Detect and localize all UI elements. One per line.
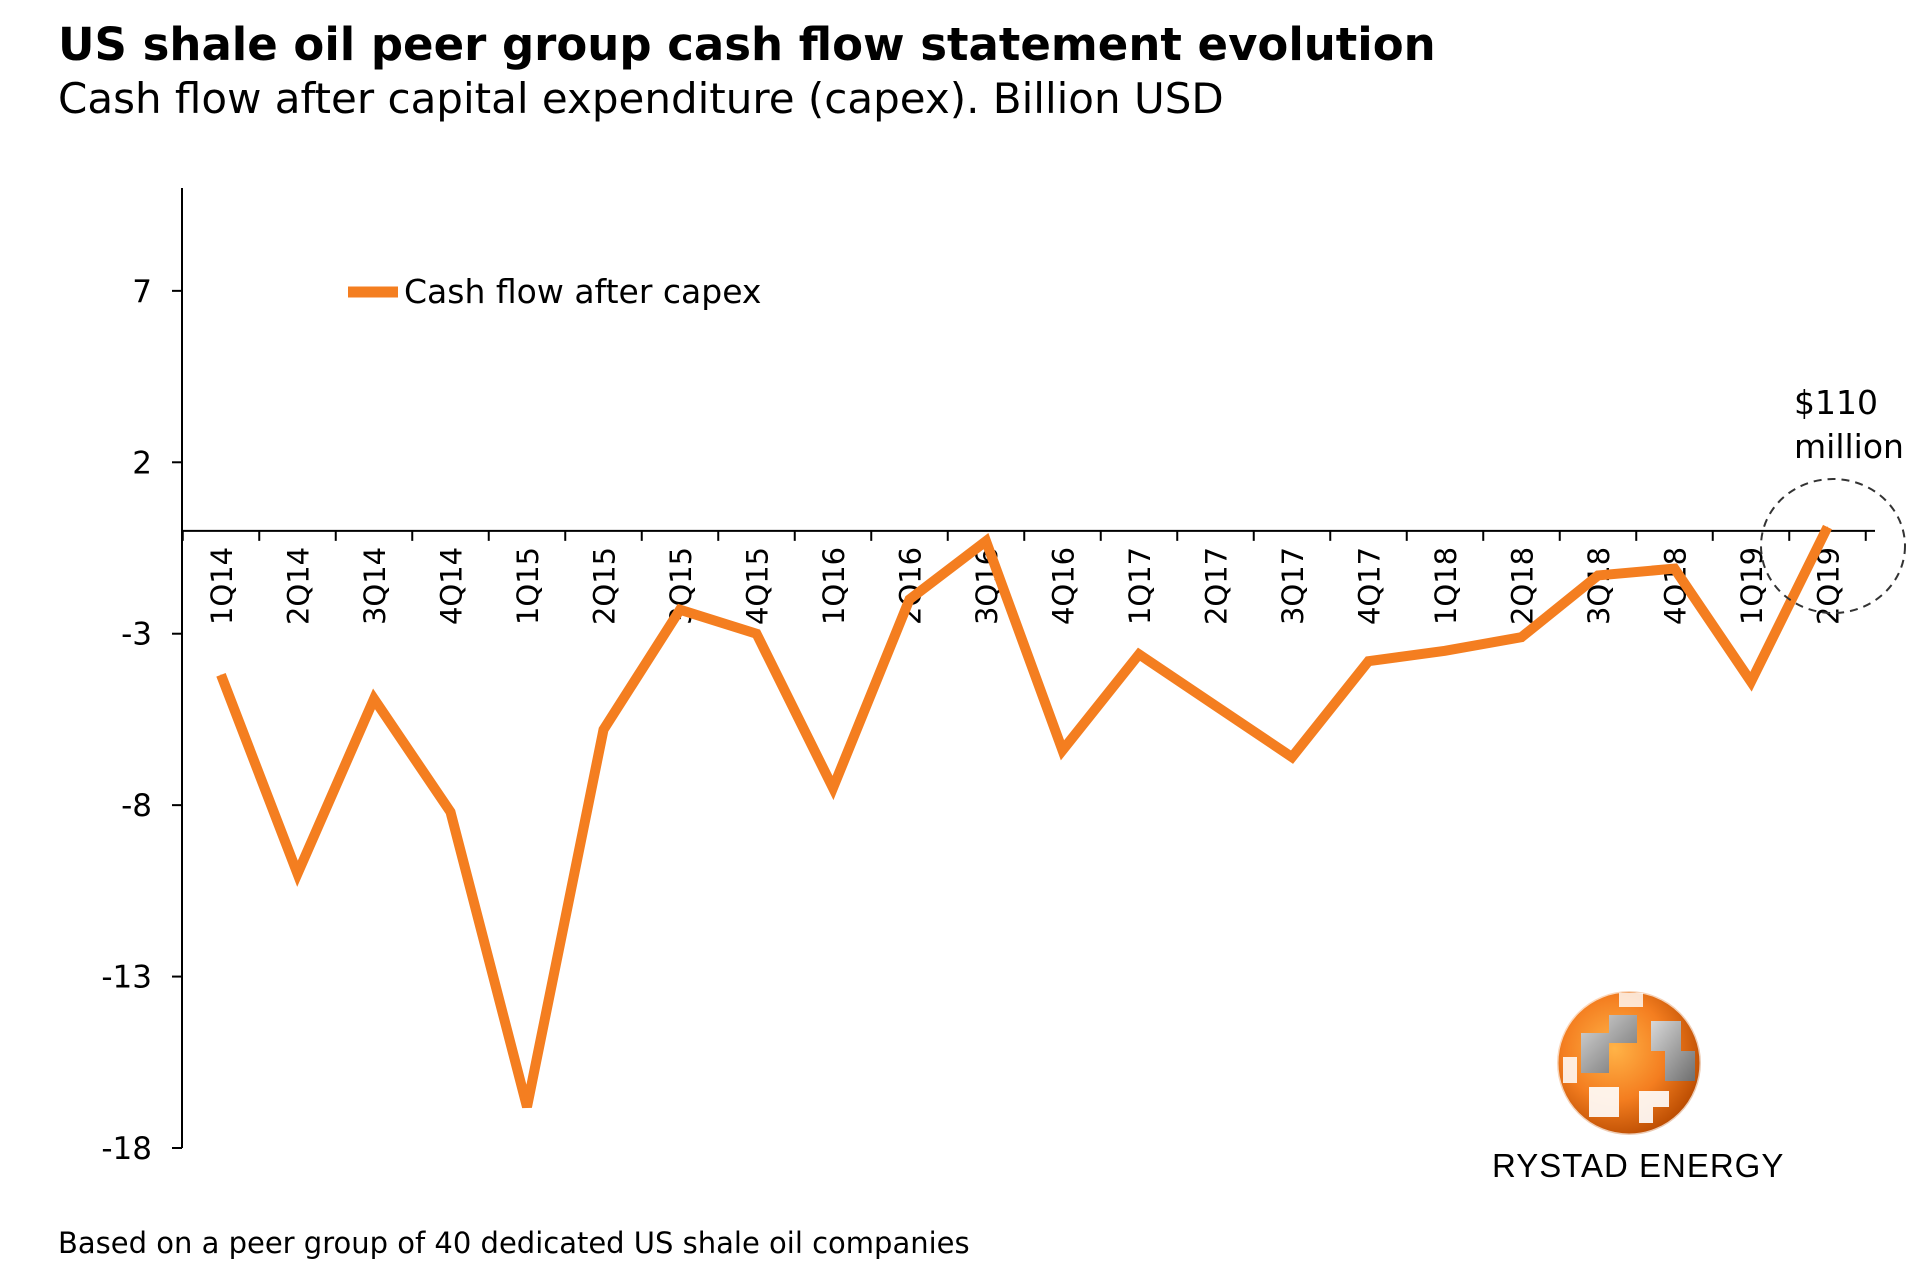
data-point-2	[373, 698, 375, 700]
data-point-17	[1521, 636, 1522, 638]
data-point-19	[1674, 568, 1675, 570]
legend: Cash flow after capex	[348, 272, 761, 311]
x-tick-label-1: 2Q14	[282, 547, 316, 625]
x-tick-label-17: 2Q18	[1506, 547, 1540, 625]
data-point-12	[1138, 653, 1140, 655]
annotation: $110 million	[1760, 383, 1906, 614]
x-tick-label-15: 4Q17	[1353, 547, 1387, 625]
data-point-14	[1291, 756, 1293, 758]
data-point-8	[832, 787, 834, 789]
data-point-13	[1215, 705, 1216, 707]
annotation-circle	[1760, 478, 1906, 614]
y-tick-label-2: -3	[121, 617, 152, 653]
x-tick-label-13: 2Q17	[1200, 547, 1234, 625]
y-tick-label-0: 7	[132, 274, 152, 310]
data-point-16	[1444, 650, 1446, 652]
annotation-line-1: $110	[1794, 383, 1878, 422]
data-point-0	[220, 674, 222, 676]
series-group	[216, 524, 1832, 1109]
series-line-0	[216, 524, 1832, 1109]
data-point-6	[679, 609, 681, 611]
data-point-7	[756, 633, 757, 635]
y-tick-label-4: -13	[101, 960, 152, 996]
source-note: Based on a peer group of 40 dedicated US…	[58, 1226, 970, 1260]
legend-label: Cash flow after capex	[404, 272, 761, 311]
x-tick-label-14: 3Q17	[1276, 547, 1310, 625]
y-tick-label-3: -8	[121, 788, 152, 824]
chart-title: US shale oil peer group cash flow statem…	[58, 18, 1436, 71]
x-tick-label-20: 1Q19	[1735, 547, 1769, 625]
x-tick-label-5: 2Q15	[588, 547, 622, 625]
rystad-logo-icon	[1555, 989, 1703, 1137]
data-point-1	[297, 873, 298, 875]
x-tick-label-8: 1Q16	[817, 547, 851, 625]
data-point-21	[1827, 526, 1828, 528]
data-point-10	[985, 540, 987, 542]
x-tick-label-12: 1Q17	[1123, 547, 1157, 625]
y-tick-label-5: -18	[101, 1131, 152, 1167]
data-point-20	[1750, 681, 1752, 683]
chart-subtitle: Cash flow after capital expenditure (cap…	[58, 74, 1224, 123]
y-tick-label-1: 2	[132, 445, 152, 481]
x-tick-label-0: 1Q14	[205, 547, 239, 625]
data-point-9	[909, 598, 910, 600]
brand-name: RYSTAD ENERGY	[1492, 1147, 1785, 1184]
x-tick-label-16: 1Q18	[1429, 547, 1463, 625]
y-axis: 7 2 -3 -8 -13 -18	[101, 188, 183, 1167]
data-point-18	[1597, 574, 1599, 576]
data-point-11	[1062, 749, 1063, 751]
data-point-4	[526, 1106, 528, 1108]
data-point-15	[1368, 660, 1369, 662]
x-tick-label-11: 4Q16	[1047, 547, 1081, 625]
x-tick-label-2: 3Q14	[358, 547, 392, 625]
x-tick-label-3: 4Q14	[435, 547, 469, 625]
x-axis: 1Q14 2Q14 3Q14 4Q14 1Q15 2Q15 3Q15 4Q15 1Q16 2Q16…	[181, 529, 1875, 625]
annotation-line-2: million	[1794, 427, 1904, 466]
data-point-5	[603, 729, 604, 731]
x-tick-label-7: 4Q15	[741, 547, 775, 625]
x-tick-label-4: 1Q15	[511, 547, 545, 625]
data-point-3	[450, 811, 451, 813]
